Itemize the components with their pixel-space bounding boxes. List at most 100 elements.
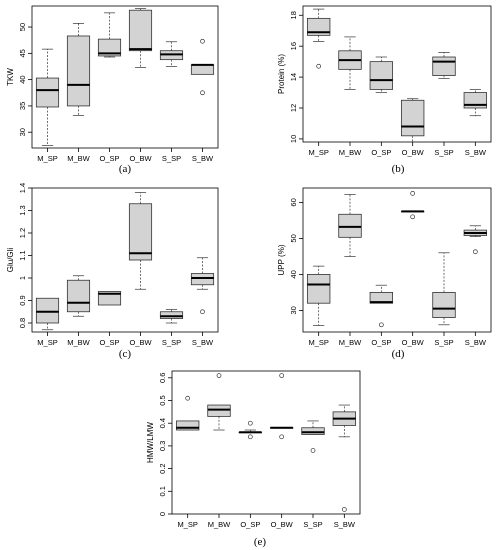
box-iqr (207, 404, 231, 417)
box-group-m-sp (306, 265, 331, 326)
plot-frame (302, 187, 492, 333)
box-iqr (369, 61, 394, 90)
panel-label: (c) (119, 348, 132, 360)
x-tick-label: O_SP (371, 338, 391, 347)
box-group-m-sp (35, 48, 60, 146)
outlier-point (378, 322, 384, 328)
box-iqr (35, 77, 60, 108)
panel-label: (d) (392, 348, 405, 360)
panel-label: (e) (254, 536, 267, 548)
y-tick-label: 0.3 (158, 441, 167, 451)
box-group-o-bw (128, 192, 153, 290)
x-tick-label: M_SP (177, 520, 197, 529)
plot-frame (302, 5, 492, 143)
box-iqr (66, 35, 91, 107)
outlier-point (279, 434, 285, 440)
y-tick-label: 1.2 (18, 228, 27, 238)
x-tick-label: O_SP (240, 520, 260, 529)
x-tick-label: S_BW (334, 520, 356, 529)
y-axis-label: Glu/Gli (6, 248, 15, 273)
y-tick-label: 45 (18, 49, 27, 57)
box-group-s-sp (159, 41, 184, 67)
y-tick-label: 0.6 (158, 373, 167, 383)
x-tick-label: M_BW (67, 338, 90, 347)
box-group-m-bw (207, 373, 231, 431)
outlier-point (247, 420, 253, 426)
y-tick-label: 0.2 (158, 463, 167, 473)
x-tick-label: M_BW (67, 154, 90, 163)
x-tick-label: O_BW (129, 338, 152, 347)
y-tick-label: 1.1 (18, 250, 27, 260)
outlier-point (247, 434, 253, 440)
box-group-o-bw (269, 373, 294, 440)
outlier-point (310, 448, 316, 453)
box-group-o-sp (369, 56, 394, 93)
box-group-m-bw (66, 275, 91, 317)
y-axis-label: TKW (6, 68, 15, 86)
outlier-point (472, 249, 478, 255)
box-group-s-sp (432, 252, 456, 326)
y-tick-label: 1.3 (18, 205, 27, 215)
y-tick-label: 30 (289, 306, 298, 314)
panel-a: 30 35 40 45 50 TKW M_SP M_BW O_SP O_BW S_SP S_BW (a) (6, 5, 219, 175)
y-tick-label: 0.1 (158, 486, 167, 496)
box-iqr (128, 203, 153, 261)
box-group-m-sp (306, 8, 331, 69)
box-iqr (175, 420, 200, 431)
plot-frame (31, 5, 219, 149)
box-iqr (97, 38, 122, 57)
x-tick-label: S_BW (192, 338, 214, 347)
box-group-m-bw (338, 36, 362, 90)
x-tick-label: M_SP (308, 148, 328, 157)
box-group-s-bw (332, 404, 357, 512)
box-iqr (432, 56, 456, 76)
outlier-point (216, 373, 222, 378)
box-group-o-bw (128, 8, 153, 68)
box-group-s-bw (463, 225, 488, 255)
box-group-o-bw (400, 98, 425, 143)
panel-c: 0.8 0.9 1 1.1 1.2 1.3 1.4 Glu/Gli M_SP M_BW O_SP O_… (6, 183, 219, 360)
box-group-m-bw (338, 194, 362, 257)
box-iqr (400, 99, 425, 137)
box-iqr (432, 291, 456, 318)
box-iqr (66, 279, 91, 313)
x-tick-label: S_SP (162, 154, 181, 163)
x-tick-label: M_SP (308, 338, 328, 347)
x-tick-label: O_SP (99, 338, 119, 347)
y-axis-label: HMW/LMW (146, 422, 155, 463)
outlier-point (341, 507, 347, 512)
x-tick-label: M_BW (208, 520, 231, 529)
box-group-o-sp (238, 420, 263, 440)
box-iqr (190, 273, 215, 286)
y-tick-label: 30 (18, 128, 27, 136)
outlier-point (316, 63, 322, 69)
plot-frame (171, 370, 361, 515)
y-tick-label: 35 (18, 102, 27, 110)
panel-label: (b) (392, 163, 405, 175)
x-tick-label: S_BW (465, 148, 487, 157)
outlier-point (200, 90, 205, 96)
y-tick-label: 10 (289, 135, 298, 143)
y-tick-label: 40 (18, 75, 27, 83)
box-iqr (35, 297, 60, 324)
y-tick-label: 12 (289, 104, 298, 112)
box-group-o-sp (369, 284, 394, 328)
x-tick-label: O_BW (402, 148, 425, 157)
y-axis-label: Protein (%) (277, 54, 286, 94)
box-group-s-bw (190, 257, 215, 315)
x-tick-label: O_BW (271, 520, 294, 529)
panel-b: 10 12 14 16 18 Protein (%) M_SP M_BW O_SP O_BW S_S… (277, 5, 492, 175)
y-tick-label: 0.8 (18, 318, 27, 328)
y-tick-label: 18 (289, 11, 298, 19)
y-tick-label: 16 (289, 42, 298, 50)
outlier-point (279, 373, 285, 378)
x-tick-label: S_SP (303, 520, 322, 529)
box-group-s-sp (301, 420, 325, 453)
box-group-o-bw (400, 191, 425, 220)
box-group-s-bw (463, 89, 488, 117)
x-tick-label: O_SP (99, 154, 119, 163)
y-tick-label: 0.9 (18, 295, 27, 305)
box-iqr (128, 9, 153, 52)
box-group-s-sp (159, 309, 184, 324)
box-group-o-sp (97, 291, 122, 306)
